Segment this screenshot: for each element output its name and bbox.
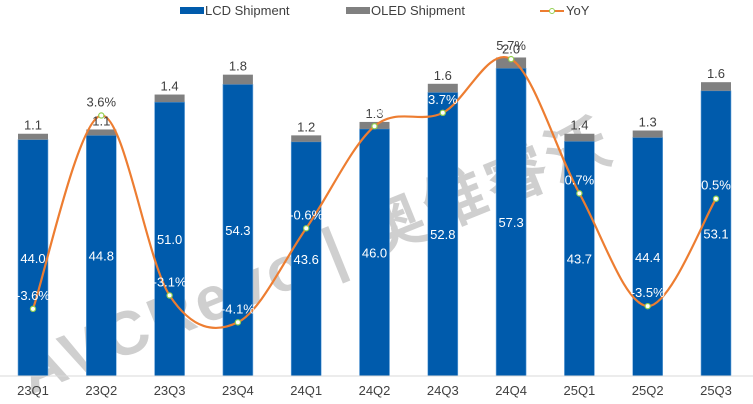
data-label-oled: 1.3 — [365, 106, 383, 121]
data-labels-layer: 1.1 44.0 1.1 44.8 1.4 51.0 1.8 54.3 1.2 43.6 1.3 46… — [16, 38, 731, 316]
legend-swatch-lcd — [180, 7, 204, 14]
bar-oled-24Q3 — [427, 83, 458, 93]
yoy-marker-23Q4 — [234, 319, 242, 326]
legend-label-lcd: LCD Shipment — [205, 3, 290, 18]
x-tick-label: 25Q1 — [563, 383, 595, 398]
data-label-oled: 1.4 — [161, 79, 179, 94]
data-label-lcd: 44.8 — [89, 249, 114, 264]
data-label-yoy: 3.2% — [360, 105, 390, 120]
data-label-lcd: 57.3 — [498, 215, 523, 230]
bar-oled-25Q3 — [701, 82, 731, 91]
data-label-lcd: 43.6 — [294, 252, 319, 267]
data-label-lcd: 46.0 — [362, 245, 387, 260]
yoy-marker-24Q3 — [439, 109, 446, 117]
bar-lcd-25Q1 — [564, 140, 595, 377]
data-label-yoy: -3.5% — [631, 285, 665, 300]
bar-oled-23Q4 — [222, 74, 253, 85]
data-label-oled: 1.3 — [639, 115, 657, 130]
data-label-oled: 1.8 — [229, 59, 247, 74]
data-label-oled: 1.2 — [297, 119, 315, 134]
yoy-marker-23Q2 — [98, 112, 105, 119]
yoy-line-layer — [29, 55, 720, 330]
data-label-oled: 1.1 — [24, 118, 42, 133]
yoy-marker-24Q4 — [507, 55, 515, 63]
data-label-lcd: 44.4 — [635, 250, 660, 265]
data-label-lcd: 52.8 — [430, 227, 455, 242]
yoy-line — [31, 55, 717, 330]
legend-item-lcd: LCD Shipment — [180, 3, 290, 18]
bar-lcd-23Q1 — [17, 139, 49, 377]
x-tick-label: 23Q2 — [85, 383, 117, 398]
x-tick-labels: 23Q1 23Q2 23Q3 23Q4 24Q1 24Q2 24Q3 24Q4 25Q1 25Q2… — [17, 383, 732, 398]
bars-layer — [17, 57, 732, 377]
yoy-marker-25Q3 — [712, 195, 720, 202]
data-label-oled: 2.0 — [502, 41, 520, 56]
x-tick-label: 25Q3 — [700, 383, 732, 398]
legend-item-oled: OLED Shipment — [346, 3, 465, 18]
x-tick-label: 24Q1 — [290, 383, 322, 398]
bar-lcd-24Q1 — [290, 141, 322, 377]
bar-oled-25Q2 — [632, 130, 663, 138]
bar-lcd-23Q3 — [154, 101, 185, 377]
data-label-lcd: 51.0 — [157, 232, 182, 247]
x-tick-label: 23Q4 — [222, 383, 254, 398]
x-tick-label: 24Q3 — [427, 383, 459, 398]
yoy-marker-23Q3 — [166, 292, 173, 299]
x-tick-label: 23Q1 — [17, 383, 49, 398]
bar-oled-25Q1 — [564, 133, 595, 142]
data-label-lcd: 53.1 — [703, 226, 728, 241]
bar-oled-23Q3 — [154, 94, 185, 103]
bar-lcd-25Q3 — [700, 90, 732, 377]
data-label-yoy: -4.1% — [221, 301, 255, 316]
data-label-yoy: 5.7% — [496, 38, 526, 53]
yoy-marker-25Q2 — [644, 302, 651, 310]
data-label-yoy: -0.6% — [289, 207, 323, 222]
bar-oled-24Q1 — [291, 135, 322, 142]
data-label-oled: 1.6 — [707, 66, 725, 81]
data-label-yoy: -3.1% — [153, 274, 187, 289]
x-tick-label: 25Q2 — [632, 383, 664, 398]
data-label-oled: 1.4 — [570, 118, 588, 133]
data-label-yoy: -3.6% — [16, 288, 50, 303]
bar-oled-23Q1 — [18, 133, 48, 140]
data-label-yoy: 0.7% — [565, 172, 595, 187]
bar-lcd-25Q2 — [632, 137, 664, 377]
legend-swatch-oled — [346, 7, 370, 14]
bar-lcd-23Q2 — [86, 135, 117, 377]
data-label-oled: 1.1 — [92, 113, 110, 128]
data-label-lcd: 44.0 — [20, 251, 45, 266]
x-tick-label: 23Q3 — [154, 383, 186, 398]
legend: LCD Shipment OLED Shipment YoY — [0, 3, 753, 21]
legend-label-oled: OLED Shipment — [371, 3, 465, 18]
yoy-marker-23Q1 — [29, 305, 37, 313]
bar-lcd-23Q4 — [222, 84, 254, 377]
bar-oled-23Q2 — [86, 129, 117, 136]
bar-lcd-24Q3 — [427, 92, 459, 377]
data-label-yoy: 0.5% — [701, 178, 731, 193]
bar-lcd-24Q4 — [495, 67, 527, 377]
data-label-lcd: 54.3 — [225, 223, 250, 238]
bar-oled-24Q4 — [496, 57, 527, 69]
data-label-oled: 1.6 — [434, 68, 452, 83]
x-tick-label: 24Q2 — [359, 383, 391, 398]
legend-label-yoy: YoY — [566, 3, 590, 18]
yoy-marker-25Q1 — [576, 190, 583, 197]
x-tick-label: 24Q4 — [495, 383, 527, 398]
data-label-yoy: 3.7% — [428, 92, 458, 107]
yoy-marker-24Q1 — [303, 225, 310, 232]
legend-item-yoy: YoY — [540, 3, 589, 18]
data-label-yoy: 3.6% — [86, 94, 116, 109]
data-label-lcd: 43.7 — [567, 252, 592, 267]
legend-swatch-yoy — [540, 6, 564, 16]
yoy-marker-24Q2 — [371, 123, 378, 130]
